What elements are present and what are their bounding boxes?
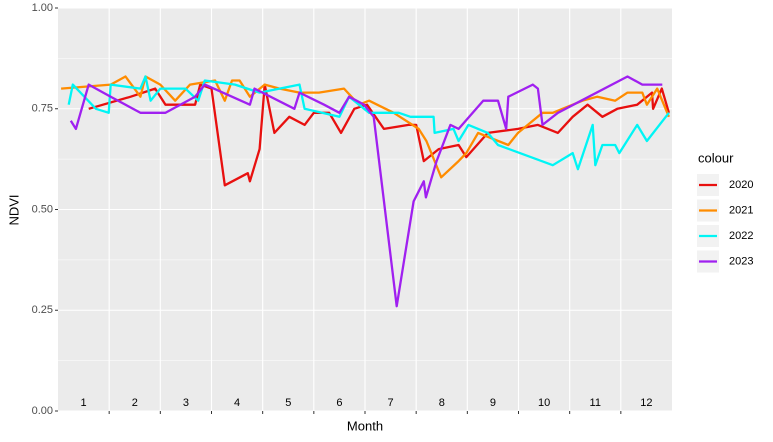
series-line [88, 83, 671, 187]
legend-title: colour [698, 150, 734, 165]
series-line [69, 75, 663, 308]
legend-label: 2020 [729, 179, 753, 191]
legend-label: 2021 [729, 204, 753, 216]
x-tick-label: 1 [81, 397, 87, 409]
grid [58, 7, 672, 412]
x-tick-label: 3 [183, 397, 189, 409]
x-tick-label: 8 [439, 397, 445, 409]
x-axis-title: Month [347, 418, 383, 433]
x-tick-label: 12 [640, 397, 652, 409]
legend-label: 2023 [729, 255, 753, 267]
y-tick-label: 0.25 [32, 304, 53, 316]
y-tick-label: 0.75 [32, 103, 53, 115]
x-tick-label: 4 [234, 397, 240, 409]
series-line [67, 75, 670, 171]
y-axis-title: NDVI [6, 194, 21, 225]
x-tick-label: 9 [490, 397, 496, 409]
x-tick-label: 10 [538, 397, 550, 409]
x-tick-label: 7 [388, 397, 394, 409]
x-tick-label: 11 [590, 397, 601, 409]
axes: 0.000.250.500.751.001 2 3 4 5 6 7 8 9 10 11 12 [32, 2, 653, 417]
x-tick-label: 2 [132, 397, 138, 409]
y-tick-label: 0.00 [32, 405, 53, 417]
lines [61, 75, 671, 308]
y-tick-label: 0.50 [32, 203, 53, 215]
x-tick-label: 6 [336, 397, 342, 409]
legend: 2020 2021 2022 2023 [697, 174, 753, 273]
y-tick-label: 1.00 [32, 2, 53, 14]
legend-label: 2022 [729, 230, 753, 242]
x-tick-label: 5 [285, 397, 291, 409]
